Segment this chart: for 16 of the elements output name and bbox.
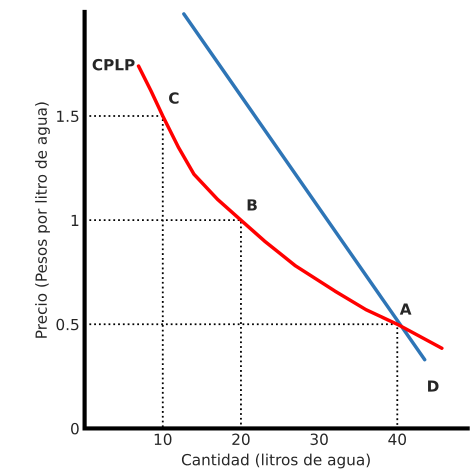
x-tick-label: 10 bbox=[154, 434, 172, 446]
x-tick-label: 40 bbox=[388, 434, 406, 446]
annotation: B bbox=[248, 199, 257, 210]
x-axis-title: Cantidad (litros de agua) bbox=[182, 454, 370, 468]
annotation: A bbox=[400, 303, 412, 315]
y-tick-label: 0.5 bbox=[56, 318, 78, 330]
x-tick-label: 30 bbox=[310, 434, 328, 446]
y-tick-label: 1 bbox=[72, 214, 78, 226]
line-series bbox=[136, 64, 444, 350]
y-axis-title: Precio (Pesos por litro de agua) bbox=[35, 102, 50, 338]
y-tick-label: 0 bbox=[71, 422, 79, 434]
annotation: CPLP bbox=[92, 58, 135, 70]
y-tick-label: 1.5 bbox=[57, 110, 78, 122]
annotation: D bbox=[428, 380, 439, 392]
annotation: C bbox=[169, 92, 179, 104]
x-tick-label: 20 bbox=[232, 434, 250, 446]
